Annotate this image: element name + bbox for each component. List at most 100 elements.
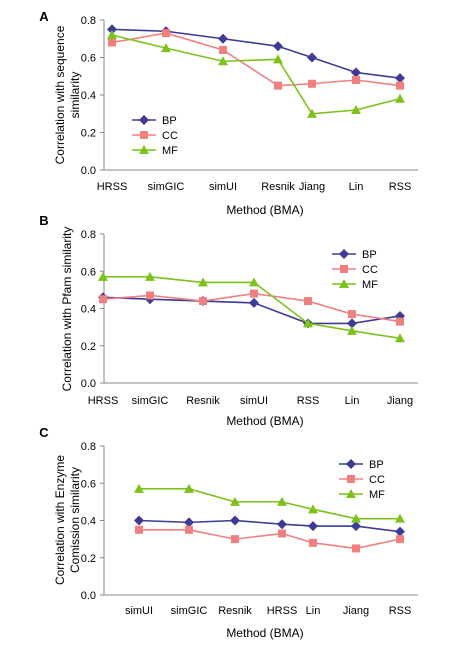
data-point-cc xyxy=(278,529,286,538)
data-point-cc xyxy=(135,525,143,534)
data-point-mf xyxy=(218,56,228,66)
x-tick-label: Jiang xyxy=(387,395,413,407)
data-point-cc xyxy=(352,76,360,84)
data-point-mf xyxy=(307,108,317,118)
data-point-mf xyxy=(249,277,259,287)
legend-label: BP xyxy=(369,459,384,471)
data-point-mf xyxy=(107,30,117,39)
legend-marker-bp xyxy=(339,249,349,259)
legend-label: CC xyxy=(369,474,385,486)
x-tick-label: HRSS xyxy=(267,605,298,617)
legend-label: BP xyxy=(362,249,377,261)
legend-label: CC xyxy=(162,130,178,142)
x-tick-label: Resnik xyxy=(261,181,295,193)
data-point-mf xyxy=(395,93,405,103)
panel-label: C xyxy=(39,425,49,440)
series-mf xyxy=(107,30,405,118)
x-tick-label: Jiang xyxy=(299,181,325,193)
x-tick-label: Lin xyxy=(345,395,360,407)
data-point-mf xyxy=(395,513,405,523)
data-point-mf xyxy=(230,496,240,506)
series-cc xyxy=(99,289,404,326)
legend-marker-bp xyxy=(139,115,149,125)
data-point-mf xyxy=(273,54,283,64)
data-point-bp xyxy=(307,52,317,63)
data-point-cc xyxy=(274,81,282,90)
series-bp xyxy=(107,24,405,84)
legend-label: MF xyxy=(362,279,378,291)
data-point-mf xyxy=(303,318,313,328)
data-point-mf xyxy=(351,105,361,114)
y-tick-label: 0.4 xyxy=(81,90,96,102)
data-point-cc xyxy=(396,535,404,544)
data-point-cc xyxy=(396,317,404,326)
y-tick-label: 0.6 xyxy=(81,53,96,65)
x-axis-title: Method (BMA) xyxy=(226,626,303,640)
data-point-cc xyxy=(250,289,258,298)
data-point-mf xyxy=(351,513,361,523)
data-point-mf xyxy=(184,483,194,493)
data-point-cc xyxy=(308,79,316,88)
y-tick-label: 0.0 xyxy=(81,590,96,602)
series-cc xyxy=(135,525,404,553)
data-point-bp xyxy=(351,67,361,78)
legend-marker-bp xyxy=(346,459,356,469)
data-point-mf xyxy=(277,496,287,506)
series-cc xyxy=(108,29,404,90)
legend-marker-mf xyxy=(346,489,356,498)
data-point-mf xyxy=(161,43,171,53)
data-point-mf xyxy=(134,483,144,493)
data-point-bp xyxy=(347,318,357,329)
legend-label: CC xyxy=(362,264,378,276)
series-bp xyxy=(134,515,405,537)
data-point-cc xyxy=(108,38,116,47)
data-point-bp xyxy=(351,521,361,532)
chart-panel-a: A 0.0 0.2 0.4 0.6 0.8 HRSS simGIC simUI Resnik Jia… xyxy=(39,9,418,217)
legend-label: BP xyxy=(162,115,177,127)
data-point-cc xyxy=(231,535,239,544)
x-tick-label: simUI xyxy=(240,395,268,407)
legend-marker-mf xyxy=(339,279,349,288)
x-tick-label: simGIC xyxy=(148,181,185,193)
data-point-bp xyxy=(230,515,240,526)
x-tick-label: RSS xyxy=(389,181,412,193)
y-tick-label: 0.8 xyxy=(81,441,96,453)
y-axis-title: similarity xyxy=(68,72,82,119)
panel-label: A xyxy=(39,9,49,24)
data-point-bp xyxy=(273,41,283,52)
legend-marker-cc xyxy=(140,131,148,139)
data-point-cc xyxy=(396,81,404,90)
data-point-bp xyxy=(218,33,228,44)
data-point-cc xyxy=(219,46,227,54)
data-point-cc xyxy=(348,310,356,319)
y-axis-title: Correlation with sequence xyxy=(53,25,67,164)
legend: BP CC MF xyxy=(332,249,378,291)
legend-marker-cc xyxy=(340,265,348,273)
data-point-mf xyxy=(198,277,208,287)
data-point-mf xyxy=(395,333,405,343)
data-point-cc xyxy=(185,525,193,534)
data-point-mf xyxy=(98,271,108,281)
y-tick-label: 0.4 xyxy=(81,304,96,316)
data-point-cc xyxy=(199,297,207,306)
legend-marker-cc xyxy=(347,475,355,483)
y-tick-label: 0.6 xyxy=(81,266,96,278)
y-axis-title: Comission similarity xyxy=(68,467,82,573)
data-point-cc xyxy=(304,297,312,306)
data-point-bp xyxy=(277,519,287,530)
chart-panel-b: B 0.0 0.2 0.4 0.6 0.8 HRSS simGIC Resnik simUI RSS… xyxy=(39,213,418,428)
y-tick-label: 0.2 xyxy=(81,128,96,140)
y-axis-title: Correlation with Enzyme xyxy=(53,455,67,585)
y-tick-label: 0.6 xyxy=(81,478,96,490)
y-tick-label: 0.0 xyxy=(81,378,96,390)
x-tick-label: RSS xyxy=(297,395,320,407)
data-point-bp xyxy=(395,73,405,84)
data-point-cc xyxy=(99,295,107,304)
data-point-bp xyxy=(308,521,318,532)
y-tick-label: 0.8 xyxy=(81,229,96,241)
legend-label: MF xyxy=(162,145,178,157)
y-tick-label: 0.2 xyxy=(81,553,96,565)
data-point-cc xyxy=(146,291,154,300)
data-point-bp xyxy=(134,515,144,526)
